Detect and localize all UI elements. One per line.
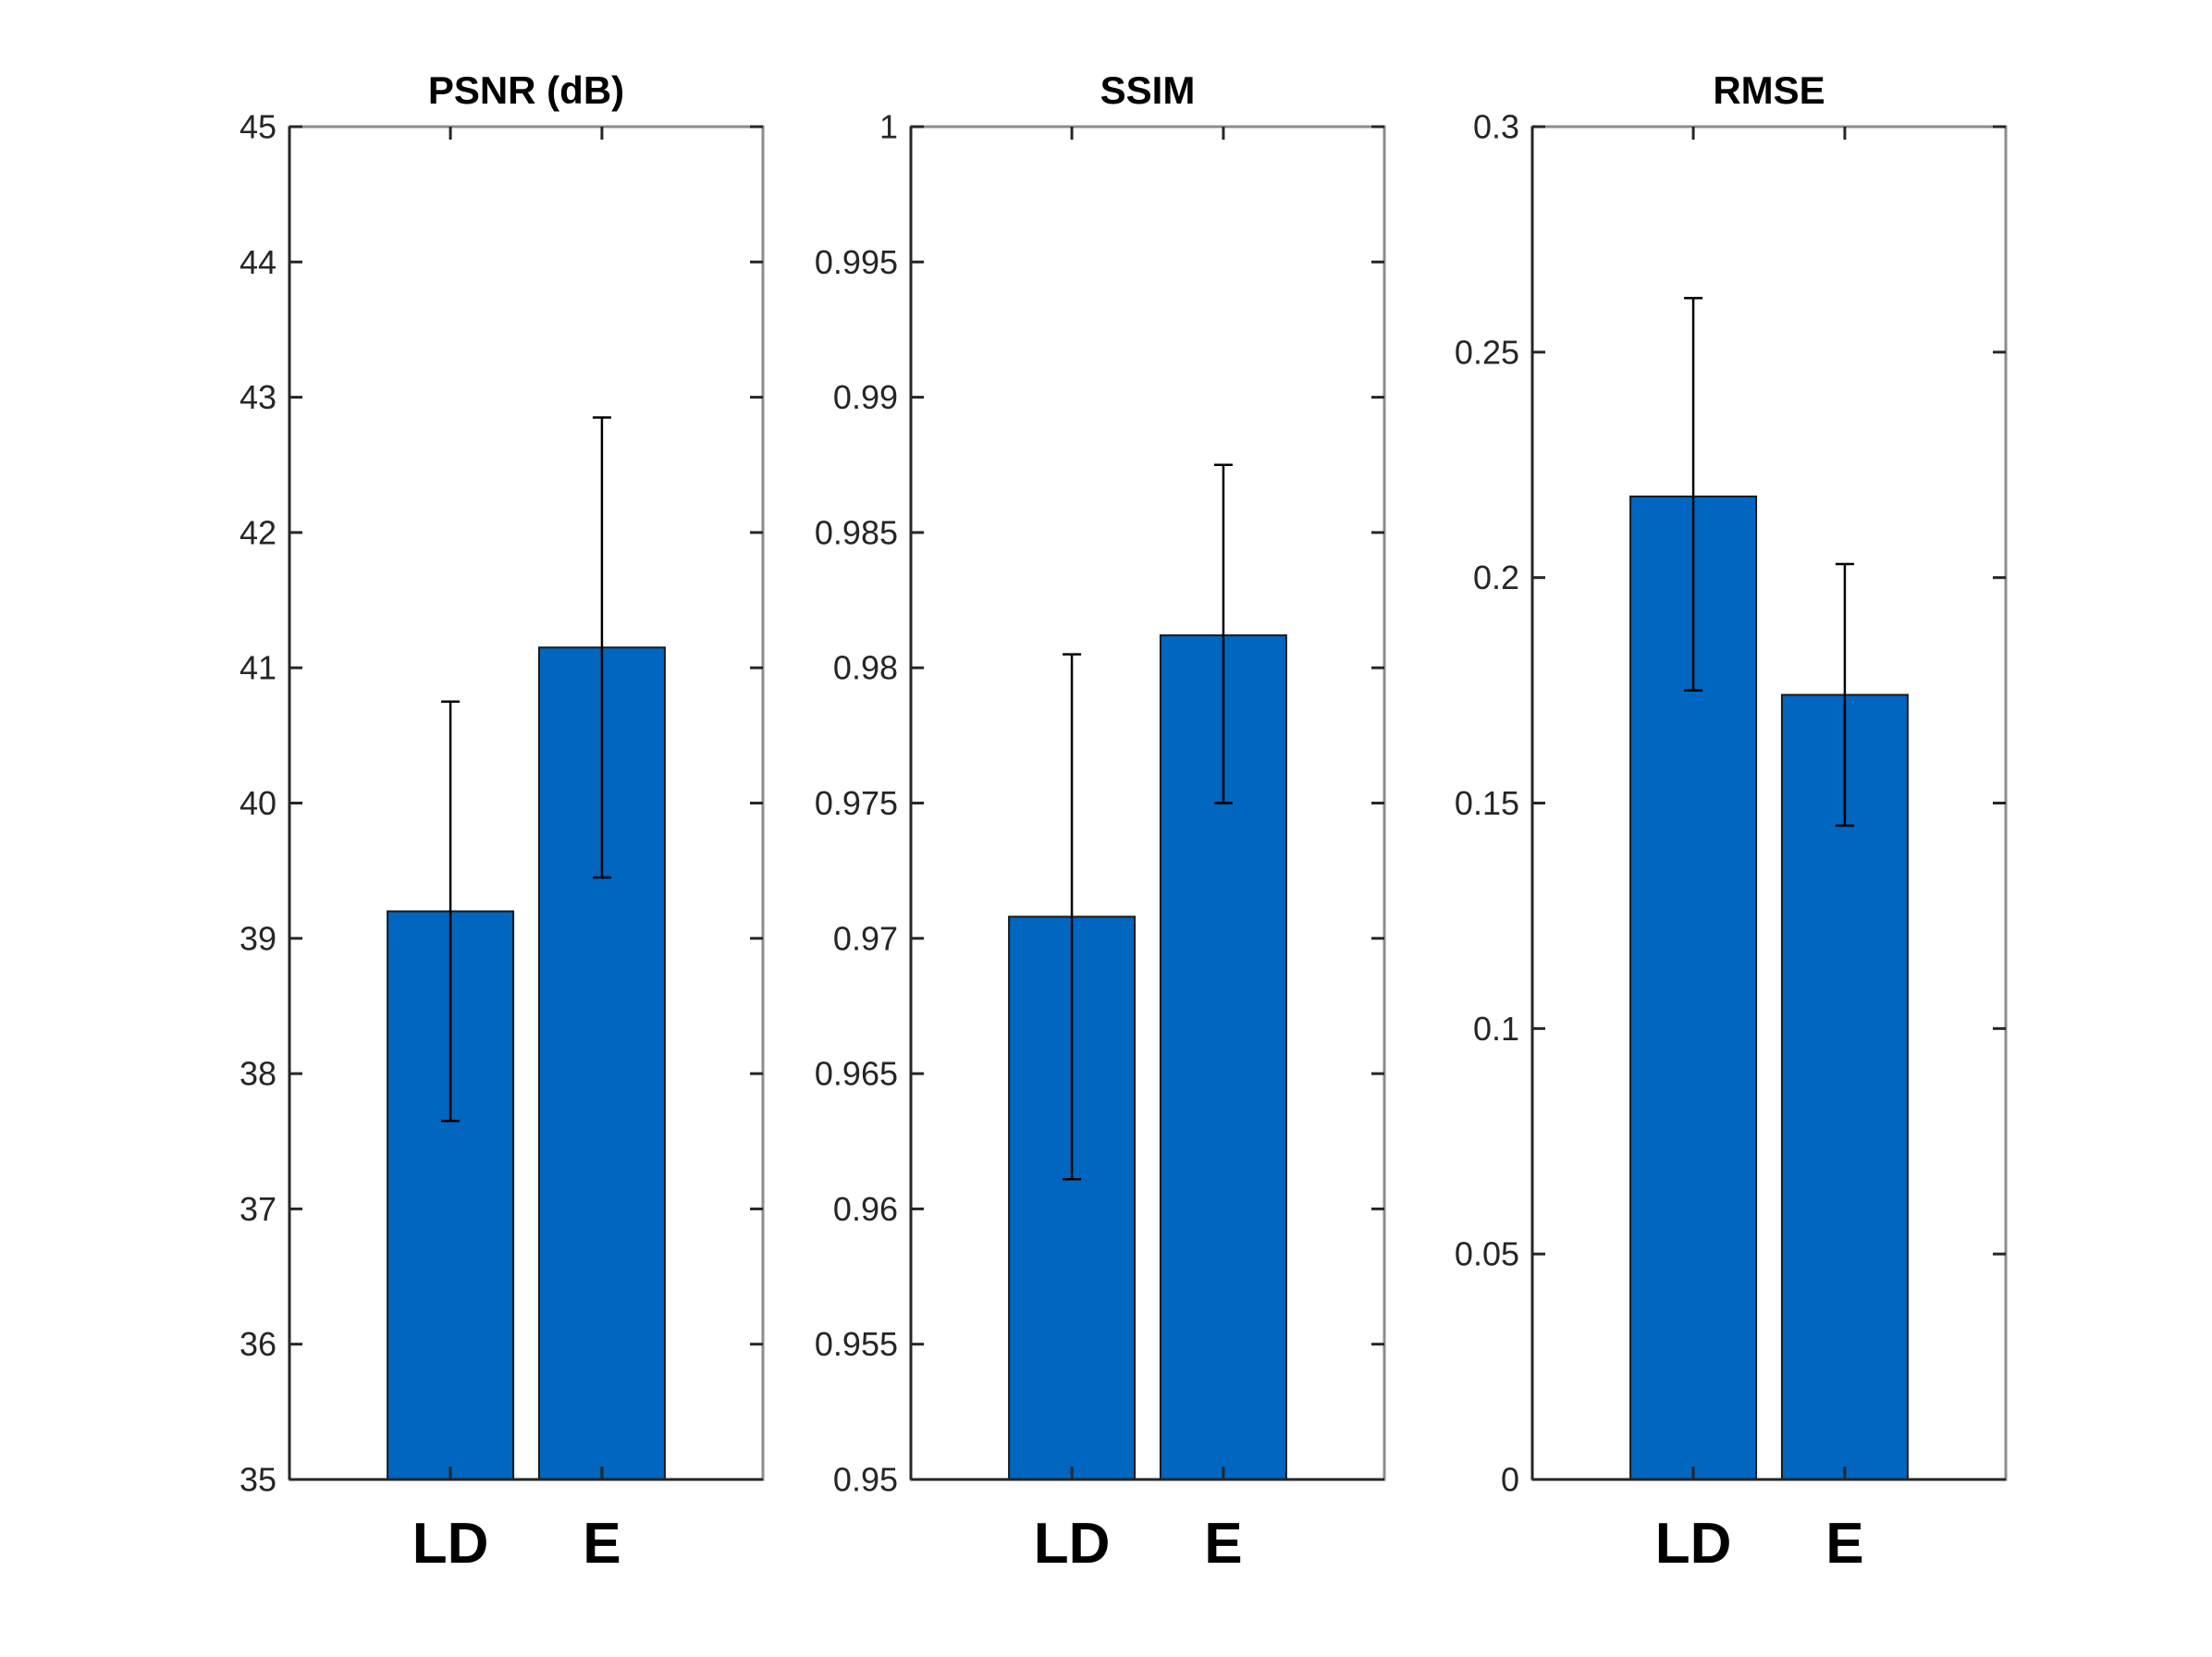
chart-title: PSNR (dB)	[428, 68, 624, 112]
y-tick-label: 0.3	[1473, 108, 1519, 146]
y-tick-label: 0.1	[1473, 1010, 1519, 1048]
chart-title: RMSE	[1713, 68, 1825, 112]
y-tick-label: 0.95	[833, 1461, 898, 1499]
y-tick-label: 0.985	[815, 513, 898, 551]
axes-box	[909, 125, 1386, 1481]
x-category-label: LD	[412, 1512, 489, 1576]
x-category-label: E	[1825, 1512, 1863, 1576]
x-category-label: E	[583, 1512, 621, 1576]
error-bar-e	[1213, 463, 1233, 804]
y-tick-label: 0	[1501, 1461, 1519, 1499]
error-bar-ld	[1063, 653, 1082, 1181]
y-tick-label: 0.98	[833, 649, 898, 687]
y-tick-label: 35	[240, 1461, 276, 1499]
chart-panel-3: 0 0.05 0.1 0.15 0.2 0.25 0.3 LD E RMSE	[1455, 68, 2008, 1576]
axes-box	[1530, 125, 2008, 1481]
y-tick-label: 45	[240, 108, 276, 146]
y-tick-label: 0.96	[833, 1190, 898, 1228]
y-tick-label: 36	[240, 1325, 276, 1363]
y-tick-label: 42	[240, 513, 276, 551]
x-category-label: E	[1204, 1512, 1242, 1576]
y-tick-label: 1	[879, 108, 898, 146]
y-tick-label: 0.25	[1455, 333, 1519, 371]
axes-box	[288, 125, 765, 1481]
y-tick-label: 0.2	[1473, 558, 1519, 596]
error-bar-ld	[1684, 297, 1703, 692]
error-bar-ld	[441, 700, 461, 1123]
y-tick-label: 37	[240, 1190, 276, 1228]
y-tick-label: 0.995	[815, 243, 898, 281]
x-category-label: LD	[1655, 1512, 1732, 1576]
y-tick-label: 0.05	[1455, 1235, 1519, 1273]
y-tick-label: 38	[240, 1055, 276, 1093]
y-tick-label: 43	[240, 378, 276, 416]
chart-panel-2: 0.95 0.955 0.96 0.965 0.97 0.975 0.98 0.985 0.99…	[815, 68, 1386, 1576]
y-tick-label: 44	[240, 243, 276, 281]
y-tick-label: 39	[240, 919, 276, 957]
error-bar-e	[592, 416, 611, 879]
y-tick-label: 0.97	[833, 919, 898, 957]
y-tick-label: 41	[240, 649, 276, 687]
x-category-label: LD	[1034, 1512, 1111, 1576]
y-tick-label: 0.965	[815, 1055, 898, 1093]
chart-title: SSIM	[1100, 68, 1196, 112]
y-tick-label: 0.955	[815, 1325, 898, 1363]
y-tick-label: 0.99	[833, 378, 898, 416]
y-tick-label: 0.975	[815, 784, 898, 822]
error-bar-e	[1835, 562, 1854, 828]
y-tick-label: 40	[240, 784, 276, 822]
y-tick-label: 0.15	[1455, 784, 1519, 822]
chart-panel-1: 35 36 37 38 39 40 41 42 43 44 45 LD E PSNR (dB)	[240, 68, 765, 1576]
